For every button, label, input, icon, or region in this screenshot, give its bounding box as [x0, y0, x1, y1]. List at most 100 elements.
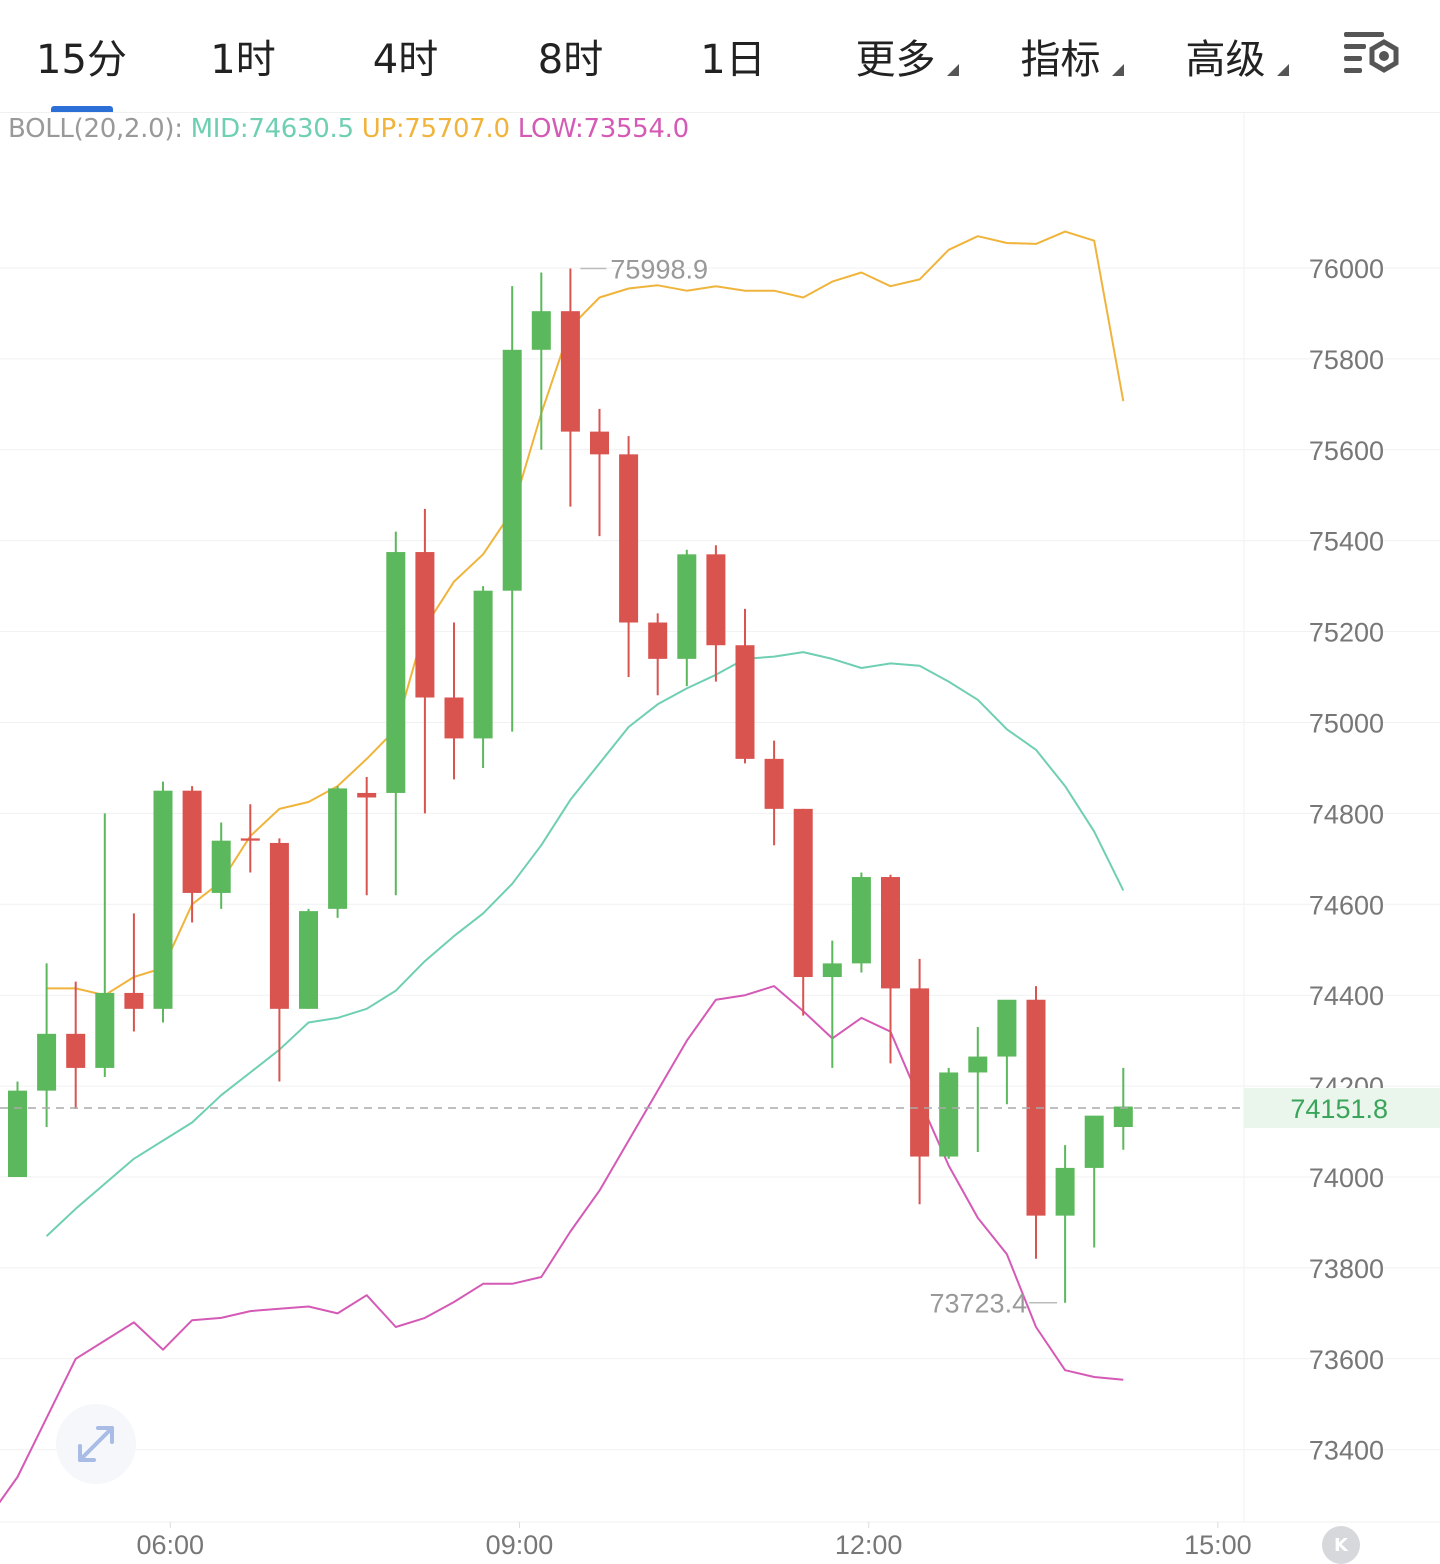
candle-up	[95, 813, 115, 1078]
candle-body	[1084, 1115, 1104, 1168]
chart-settings-icon[interactable]	[1340, 28, 1406, 84]
candle-body	[386, 552, 406, 793]
y-tick-label: 75600	[1309, 436, 1384, 466]
active-tab-indicator	[50, 106, 113, 112]
candle-down	[735, 608, 755, 764]
candle-body	[560, 311, 580, 432]
tab-1d[interactable]: 1日	[653, 0, 813, 112]
fullscreen-button[interactable]	[56, 1404, 136, 1484]
candle-down	[269, 838, 289, 1082]
candle-body	[851, 877, 871, 964]
expand-icon	[78, 1426, 114, 1462]
candle-down	[706, 545, 726, 682]
candle-up	[1113, 1067, 1133, 1150]
candle-body	[153, 790, 173, 1009]
candle-body	[881, 877, 900, 989]
timeframe-tabbar: 15分 1时 4时 8时 1日 更多 指标 高级	[0, 0, 1440, 112]
candle-body	[910, 988, 930, 1157]
candle-body	[502, 349, 522, 591]
candle-body	[37, 1033, 57, 1091]
candle-body	[95, 992, 115, 1068]
candle-up	[211, 822, 231, 909]
candle-body	[124, 992, 144, 1009]
tab-label: 1日	[700, 37, 766, 83]
boll-low-line	[0, 985, 1124, 1504]
tab-label: 8时	[537, 37, 604, 83]
candle-body	[473, 590, 493, 739]
candle-down	[590, 408, 609, 537]
candle-body	[328, 788, 348, 909]
tab-label: 指标	[1020, 37, 1101, 83]
candle-body	[8, 1090, 27, 1177]
candle-body	[211, 840, 231, 893]
candle-body	[1055, 1167, 1075, 1216]
candle-body	[939, 1072, 959, 1157]
candle-body	[706, 554, 726, 646]
candle-up	[502, 286, 522, 732]
y-tick-label: 75000	[1309, 709, 1384, 739]
candle-body	[357, 792, 377, 798]
boll-legend: BOLL(20,2.0): MID:74630.5 UP:75707.0 LOW…	[8, 114, 689, 144]
candle-body	[677, 554, 697, 659]
candles	[8, 268, 1133, 1303]
current-price-tag	[1244, 1088, 1440, 1129]
y-tick-label: 74800	[1309, 799, 1384, 829]
candle-down	[910, 958, 930, 1205]
tab-8h[interactable]: 8时	[488, 0, 653, 112]
y-tick-label: 74000	[1309, 1163, 1384, 1193]
tab-label: 高级	[1185, 37, 1266, 83]
axis-labels: 76000 75800 75600 75400 75200 75000 74800 74600…	[0, 254, 1440, 1560]
y-tick-label: 73600	[1309, 1345, 1384, 1375]
candle-up	[386, 531, 406, 896]
candle-body	[531, 311, 551, 350]
tab-1h[interactable]: 1时	[163, 0, 323, 112]
x-tick-label: 09:00	[486, 1530, 554, 1560]
candle-body	[240, 838, 260, 841]
candle-up	[851, 872, 871, 973]
candle-body	[1113, 1106, 1133, 1128]
candle-body	[299, 911, 318, 1009]
candle-up	[8, 1081, 27, 1177]
candle-down	[793, 808, 813, 1016]
boll-mid-line	[45, 651, 1125, 1237]
y-tick-label: 73400	[1309, 1436, 1384, 1466]
tab-15m[interactable]: 15分	[0, 0, 163, 112]
tab-more[interactable]: 更多	[813, 0, 978, 112]
tab-advanced[interactable]: 高级	[1143, 0, 1308, 112]
candle-up	[997, 999, 1017, 1105]
tab-label: 更多	[855, 37, 936, 83]
candle-down	[240, 804, 260, 873]
boll-low: LOW:73554.0	[517, 114, 689, 144]
candle-body	[415, 552, 435, 698]
candle-body	[590, 431, 609, 455]
y-tick-label: 75200	[1309, 618, 1384, 648]
candle-up	[1084, 1115, 1104, 1248]
candle-down	[881, 874, 900, 1064]
candle-up	[328, 786, 348, 918]
boll-up: UP:75707.0	[361, 114, 510, 144]
dropdown-caret-icon	[947, 64, 959, 76]
tab-4h[interactable]: 4时	[323, 0, 488, 112]
min-marker-label: 73723.4	[929, 1289, 1027, 1319]
candle-body	[269, 842, 289, 1009]
tab-label: 15分	[36, 37, 127, 83]
candle-body	[735, 645, 755, 759]
candle-up	[677, 549, 697, 687]
tab-label: 4时	[372, 37, 439, 83]
candle-up	[531, 272, 551, 450]
current-price-label: 74151.8	[1290, 1094, 1388, 1124]
candle-up	[1055, 1145, 1075, 1303]
max-marker-label: 75998.9	[610, 254, 708, 284]
candle-down	[124, 913, 144, 1032]
candle-down	[357, 777, 377, 896]
y-tick-label: 76000	[1309, 254, 1384, 284]
k-logo-badge: K	[1322, 1526, 1360, 1564]
y-tick-label: 74600	[1309, 890, 1384, 920]
candle-up	[822, 940, 842, 1068]
candle-down	[648, 613, 668, 696]
candle-up	[968, 1027, 988, 1153]
candle-up	[939, 1067, 959, 1159]
tab-indicators[interactable]: 指标	[978, 0, 1143, 112]
y-tick-label: 75800	[1309, 345, 1384, 375]
